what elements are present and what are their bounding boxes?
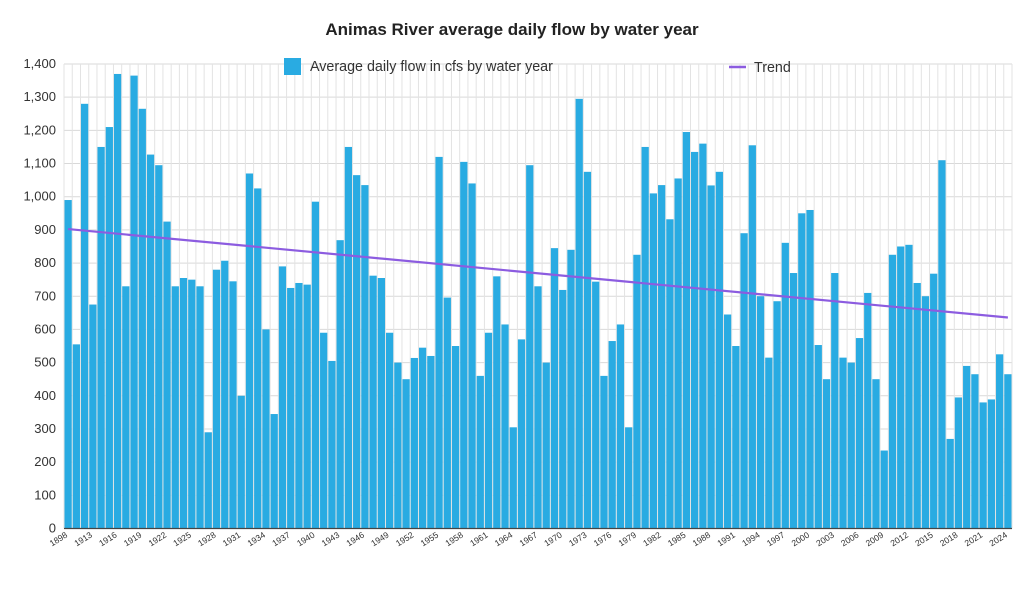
svg-text:Trend: Trend (754, 60, 791, 76)
svg-text:1,200: 1,200 (23, 122, 56, 137)
svg-text:1,300: 1,300 (23, 89, 56, 104)
svg-text:Average daily flow in cfs by w: Average daily flow in cfs by water year (310, 59, 553, 75)
svg-text:100: 100 (34, 487, 56, 502)
svg-text:500: 500 (34, 355, 56, 370)
svg-text:900: 900 (34, 222, 56, 237)
svg-text:0: 0 (49, 521, 56, 536)
svg-text:300: 300 (34, 421, 56, 436)
svg-text:200: 200 (34, 454, 56, 469)
svg-text:600: 600 (34, 321, 56, 336)
svg-text:1,400: 1,400 (23, 56, 56, 71)
svg-text:400: 400 (34, 388, 56, 403)
svg-text:700: 700 (34, 288, 56, 303)
svg-text:1,000: 1,000 (23, 189, 56, 204)
svg-text:800: 800 (34, 255, 56, 270)
svg-text:1,100: 1,100 (23, 156, 56, 171)
